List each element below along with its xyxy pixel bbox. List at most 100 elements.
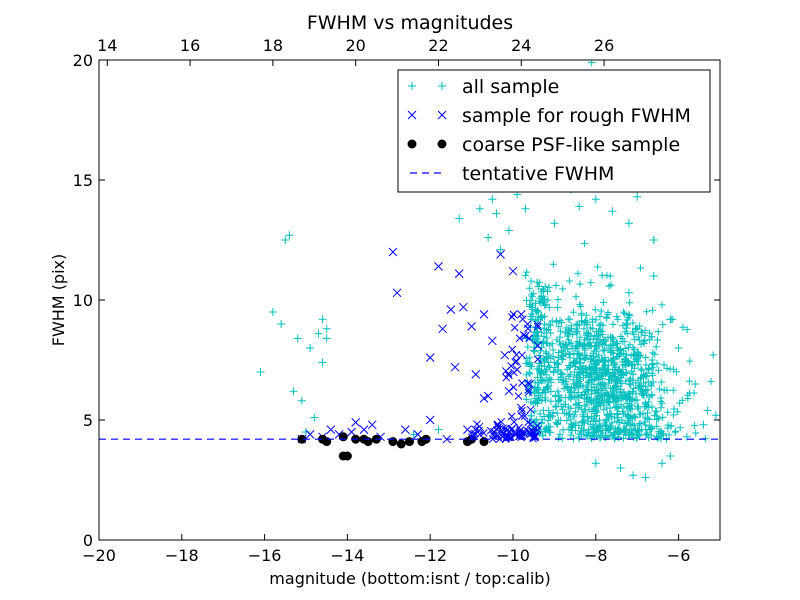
all-sample-point bbox=[620, 308, 628, 316]
all-sample-point bbox=[621, 310, 629, 318]
all-sample-point bbox=[604, 427, 612, 435]
all-sample-point bbox=[297, 396, 306, 405]
all-sample-point bbox=[691, 380, 700, 388]
all-sample-point bbox=[591, 195, 600, 204]
psf-sample-point bbox=[363, 437, 373, 447]
all-sample-point bbox=[573, 354, 581, 362]
all-sample-point bbox=[613, 411, 621, 419]
all-sample-point bbox=[572, 320, 580, 328]
all-sample-point bbox=[637, 373, 645, 381]
psf-sample-point bbox=[396, 439, 406, 449]
all-sample-point bbox=[582, 311, 590, 319]
all-sample-point bbox=[555, 434, 563, 442]
all-sample-point bbox=[554, 295, 562, 303]
chart-title: FWHM vs magnitudes bbox=[307, 12, 513, 34]
all-sample-point bbox=[557, 369, 565, 377]
psf-sample-point bbox=[342, 451, 352, 461]
all-sample-point bbox=[558, 318, 566, 326]
all-sample-point bbox=[598, 355, 606, 363]
all-sample-point bbox=[538, 285, 546, 293]
rough-sample-point bbox=[510, 323, 519, 332]
all-sample-point bbox=[707, 377, 715, 385]
rough-sample-point bbox=[533, 341, 543, 350]
all-sample-point bbox=[654, 328, 662, 336]
all-sample-point bbox=[566, 371, 574, 379]
x-tick-label: −10 bbox=[496, 546, 530, 565]
rough-sample-point bbox=[524, 379, 532, 387]
all-sample-point bbox=[542, 389, 550, 397]
all-sample-point bbox=[597, 431, 605, 439]
all-sample-point bbox=[629, 370, 637, 378]
all-sample-point bbox=[646, 336, 654, 344]
rough-sample-point bbox=[510, 368, 518, 377]
all-sample-point bbox=[548, 317, 556, 325]
all-sample-point bbox=[596, 371, 604, 379]
legend-box bbox=[397, 69, 711, 193]
all-sample-point bbox=[590, 400, 598, 408]
all-sample-point bbox=[569, 331, 577, 339]
x-tick-label: −18 bbox=[165, 546, 199, 565]
all-sample-point bbox=[544, 296, 552, 304]
all-sample-point bbox=[609, 335, 617, 343]
legend: all sample sample for rough FWHM coarse PS… bbox=[397, 69, 711, 193]
all-sample-point bbox=[573, 372, 581, 380]
rough-sample-point bbox=[515, 334, 524, 343]
all-sample-point bbox=[588, 318, 596, 326]
legend-marker bbox=[407, 139, 417, 149]
all-sample-point bbox=[541, 301, 549, 309]
rough-sample-point bbox=[458, 302, 468, 312]
all-sample-point bbox=[522, 359, 530, 367]
all-sample-point bbox=[522, 272, 530, 280]
all-sample-point bbox=[551, 403, 559, 411]
all-sample-point bbox=[639, 391, 647, 399]
all-sample-point bbox=[539, 337, 547, 345]
rough-sample-point bbox=[519, 331, 528, 339]
rough-sample-point bbox=[434, 262, 443, 271]
rough-sample-point bbox=[509, 383, 518, 392]
all-sample-point bbox=[540, 286, 548, 294]
top-tick-label: 18 bbox=[263, 36, 283, 55]
all-sample-point bbox=[591, 363, 599, 371]
all-sample-point bbox=[631, 335, 639, 343]
all-sample-point bbox=[565, 350, 573, 358]
all-sample-point bbox=[555, 392, 563, 400]
all-sample-point bbox=[629, 362, 637, 370]
all-sample-point bbox=[565, 336, 573, 344]
all-sample-point bbox=[606, 411, 614, 419]
all-sample-point bbox=[628, 367, 636, 375]
all-sample-point bbox=[608, 348, 616, 356]
top-tick-label: 24 bbox=[511, 36, 531, 55]
all-sample-point bbox=[579, 411, 587, 419]
all-sample-point bbox=[539, 355, 547, 363]
all-sample-point bbox=[554, 303, 562, 311]
all-sample-point bbox=[669, 386, 677, 394]
all-sample-point bbox=[581, 240, 589, 248]
all-sample-point bbox=[555, 375, 563, 383]
all-sample-point bbox=[635, 430, 643, 438]
all-sample-point bbox=[564, 345, 572, 353]
all-sample-point bbox=[670, 405, 678, 413]
all-sample-point bbox=[617, 345, 625, 353]
all-sample-point bbox=[614, 414, 622, 422]
all-sample-point bbox=[545, 428, 553, 436]
all-sample-point bbox=[682, 432, 691, 441]
all-sample-point bbox=[608, 384, 616, 392]
rough-sample-point bbox=[523, 320, 532, 328]
all-sample-point bbox=[527, 277, 535, 285]
psf-sample-point bbox=[297, 434, 307, 444]
all-sample-point bbox=[649, 364, 657, 372]
all-sample-point bbox=[540, 413, 548, 421]
all-sample-point bbox=[598, 330, 606, 338]
rough-sample-point bbox=[401, 425, 410, 434]
all-sample-point bbox=[598, 396, 606, 404]
all-sample-point bbox=[672, 427, 680, 435]
all-sample-point bbox=[563, 332, 571, 340]
all-sample-point bbox=[542, 396, 550, 404]
all-sample-point bbox=[533, 365, 541, 373]
all-sample-point bbox=[488, 195, 497, 204]
all-sample-point bbox=[593, 394, 601, 402]
all-sample-point bbox=[658, 459, 667, 468]
rough-sample-point bbox=[507, 412, 516, 421]
all-sample-point bbox=[630, 330, 638, 338]
